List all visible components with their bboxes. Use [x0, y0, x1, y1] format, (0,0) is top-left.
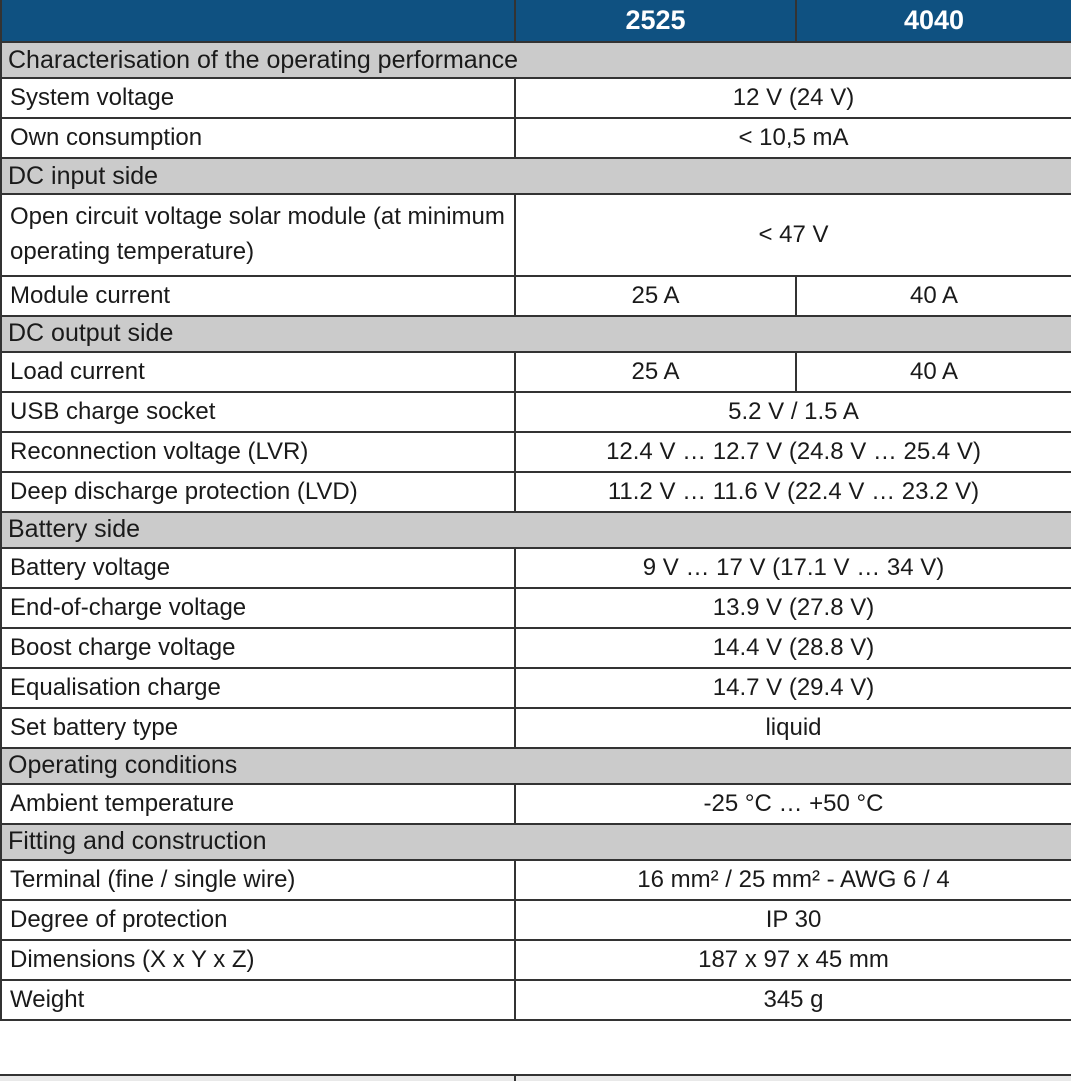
- row-label: Weight: [0, 978, 516, 1021]
- next-row-sliver: [0, 1074, 1071, 1081]
- row-label: System voltage: [0, 77, 516, 119]
- row-value: 12 V (24 V): [514, 77, 1071, 119]
- row-label: Load current: [0, 350, 516, 393]
- table-row: Load current 25 A 40 A: [0, 350, 1071, 393]
- header-empty-cell: [0, 0, 516, 43]
- row-label: Boost charge voltage: [0, 626, 516, 669]
- section-row-fitting-construction: Fitting and construction: [0, 822, 1071, 861]
- table-row: USB charge socket 5.2 V / 1.5 A: [0, 390, 1071, 433]
- section-title: DC input side: [0, 157, 1071, 195]
- table-row: Module current 25 A 40 A: [0, 274, 1071, 317]
- row-label: Open circuit voltage solar module (at mi…: [0, 193, 516, 277]
- row-value: 12.4 V … 12.7 V (24.8 V … 25.4 V): [514, 430, 1071, 473]
- row-label: End-of-charge voltage: [0, 586, 516, 629]
- table-row: Open circuit voltage solar module (at mi…: [0, 193, 1071, 277]
- table-row: Own consumption < 10,5 mA: [0, 117, 1071, 159]
- table-row: Ambient temperature -25 °C … +50 °C: [0, 782, 1071, 825]
- table-row: Terminal (fine / single wire) 16 mm² / 2…: [0, 858, 1071, 901]
- row-value: 13.9 V (27.8 V): [514, 586, 1071, 629]
- section-row-dc-input: DC input side: [0, 157, 1071, 195]
- row-label: Own consumption: [0, 117, 516, 159]
- row-value: < 47 V: [514, 193, 1071, 277]
- row-value: 5.2 V / 1.5 A: [514, 390, 1071, 433]
- row-value: 9 V … 17 V (17.1 V … 34 V): [514, 546, 1071, 589]
- section-row-battery-side: Battery side: [0, 510, 1071, 549]
- table-row: Set battery type liquid: [0, 706, 1071, 749]
- row-value: 16 mm² / 25 mm² - AWG 6 / 4: [514, 858, 1071, 901]
- row-value-2525: 25 A: [514, 274, 797, 317]
- row-value-2525: 25 A: [514, 350, 797, 393]
- section-title: Fitting and construction: [0, 822, 1071, 861]
- header-model-2525: 2525: [514, 0, 797, 43]
- row-label: Equalisation charge: [0, 666, 516, 709]
- header-model-4040: 4040: [795, 0, 1071, 43]
- row-label: Ambient temperature: [0, 782, 516, 825]
- table-row: Reconnection voltage (LVR) 12.4 V … 12.7…: [0, 430, 1071, 473]
- row-label: USB charge socket: [0, 390, 516, 433]
- row-label: Deep discharge protection (LVD): [0, 470, 516, 513]
- row-value-4040: 40 A: [795, 274, 1071, 317]
- section-row-characterisation: Characterisation of the operating perfor…: [0, 41, 1071, 79]
- row-label: Reconnection voltage (LVR): [0, 430, 516, 473]
- table-row: Boost charge voltage 14.4 V (28.8 V): [0, 626, 1071, 669]
- row-label: Dimensions (X x Y x Z): [0, 938, 516, 981]
- table-row: Battery voltage 9 V … 17 V (17.1 V … 34 …: [0, 546, 1071, 589]
- row-value: 11.2 V … 11.6 V (22.4 V … 23.2 V): [514, 470, 1071, 513]
- section-row-operating-conditions: Operating conditions: [0, 746, 1071, 785]
- table-row: Deep discharge protection (LVD) 11.2 V ……: [0, 470, 1071, 513]
- section-row-dc-output: DC output side: [0, 314, 1071, 353]
- section-title: DC output side: [0, 314, 1071, 353]
- row-label: Battery voltage: [0, 546, 516, 589]
- table-row: End-of-charge voltage 13.9 V (27.8 V): [0, 586, 1071, 629]
- table-header-row: 2525 4040: [0, 0, 1071, 43]
- section-title: Battery side: [0, 510, 1071, 549]
- table-row: Degree of protection IP 30: [0, 898, 1071, 941]
- table-row: Equalisation charge 14.7 V (29.4 V): [0, 666, 1071, 709]
- row-value: liquid: [514, 706, 1071, 749]
- row-value: 345 g: [514, 978, 1071, 1021]
- row-value: 187 x 97 x 45 mm: [514, 938, 1071, 981]
- row-value-4040: 40 A: [795, 350, 1071, 393]
- row-label: Module current: [0, 274, 516, 317]
- row-value: IP 30: [514, 898, 1071, 941]
- spec-table: 2525 4040 Characterisation of the operat…: [0, 0, 1071, 1021]
- table-row: Weight 345 g: [0, 978, 1071, 1021]
- row-value: 14.4 V (28.8 V): [514, 626, 1071, 669]
- row-label: Degree of protection: [0, 898, 516, 941]
- row-value: 14.7 V (29.4 V): [514, 666, 1071, 709]
- row-value: < 10,5 mA: [514, 117, 1071, 159]
- row-value: -25 °C … +50 °C: [514, 782, 1071, 825]
- section-title: Characterisation of the operating perfor…: [0, 41, 1071, 79]
- table-row: System voltage 12 V (24 V): [0, 77, 1071, 119]
- column-divider: [514, 1076, 516, 1081]
- row-label: Set battery type: [0, 706, 516, 749]
- row-label: Terminal (fine / single wire): [0, 858, 516, 901]
- section-title: Operating conditions: [0, 746, 1071, 785]
- table-row: Dimensions (X x Y x Z) 187 x 97 x 45 mm: [0, 938, 1071, 981]
